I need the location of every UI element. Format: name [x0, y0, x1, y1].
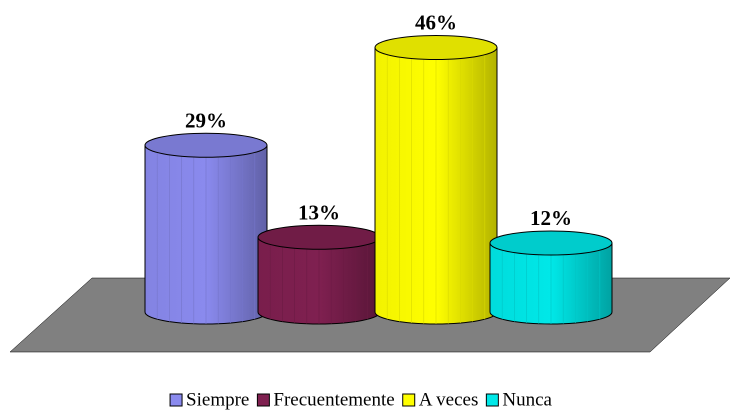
legend-swatch: [256, 393, 270, 407]
legend-swatch: [485, 393, 499, 407]
value-label: 13%: [298, 200, 340, 224]
legend-label: Frecuentemente: [273, 389, 394, 410]
legend-swatch: [169, 393, 183, 407]
legend-swatch: [402, 393, 416, 407]
legend-label: Nunca: [502, 389, 552, 410]
bar-top: [144, 132, 268, 158]
value-label: 29%: [185, 108, 227, 132]
bar-top: [374, 35, 498, 60]
value-label: 46%: [415, 11, 457, 35]
legend-label: A veces: [419, 389, 479, 410]
bar-top: [257, 224, 381, 250]
bar-top: [489, 230, 613, 256]
legend-label: Siempre: [186, 389, 249, 410]
value-label: 12%: [530, 206, 572, 230]
